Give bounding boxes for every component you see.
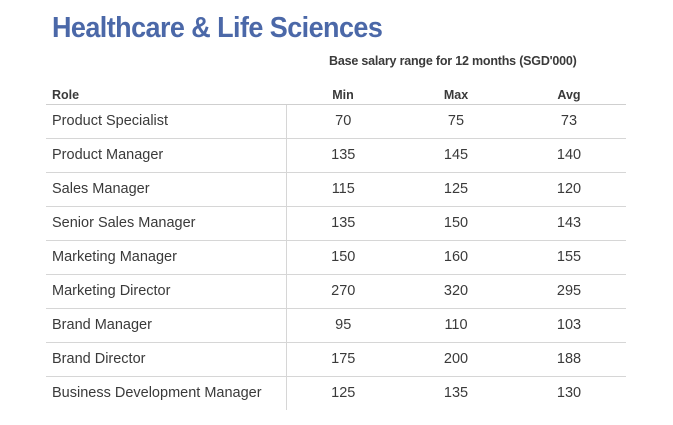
table-row: Brand Director 175 200 188 (46, 342, 626, 377)
max-cell: 135 (443, 385, 469, 402)
column-header-min: Min (286, 78, 400, 105)
avg-cell: 73 (512, 104, 626, 139)
max-cell: 125 (400, 172, 512, 207)
avg-cell: 143 (512, 206, 626, 241)
table-row: Marketing Manager 150 160 155 (46, 240, 626, 275)
min-cell: 150 (285, 240, 400, 275)
role-cell: Business Development Manager (52, 385, 262, 402)
role-cell: Brand Manager (46, 308, 286, 343)
role-cell: Marketing Director (46, 274, 286, 309)
min-cell: 270 (285, 274, 400, 309)
min-cell: 95 (285, 308, 400, 343)
table-header: Role Min Max Avg (46, 78, 626, 105)
max-cell: 145 (400, 138, 512, 173)
min-cell: 135 (285, 138, 400, 173)
role-cell: Senior Sales Manager (46, 206, 286, 241)
max-cell: 110 (400, 308, 512, 343)
max-cell: 200 (400, 342, 512, 377)
avg-cell: 140 (512, 138, 626, 173)
page-title: Healthcare & Life Sciences (52, 12, 383, 44)
max-cell: 75 (400, 104, 512, 139)
avg-cell: 295 (512, 274, 626, 309)
max-cell: 150 (400, 206, 512, 241)
table-row: Business Development Manager 125 135 130 (46, 376, 626, 410)
avg-cell: 120 (512, 172, 626, 207)
role-cell: Marketing Manager (46, 240, 286, 275)
table-row: Brand Manager 95 110 103 (46, 308, 626, 343)
min-cell: 70 (285, 104, 400, 139)
avg-cell: 188 (512, 342, 626, 377)
column-header-avg: Avg (512, 78, 626, 105)
column-header-role: Role (46, 78, 286, 105)
table-row: Product Manager 135 145 140 (46, 138, 626, 173)
table-row: Sales Manager 115 125 120 (46, 172, 626, 207)
salary-table: Role Min Max Avg Product Specialist 70 7… (46, 78, 626, 410)
min-cell: 175 (285, 342, 400, 377)
table-row: Marketing Director 270 320 295 (46, 274, 626, 309)
column-header-max: Max (400, 78, 512, 105)
table-body: Product Specialist 70 75 73 Product Mana… (46, 104, 626, 410)
role-cell: Product Specialist (46, 104, 286, 139)
table-row: Senior Sales Manager 135 150 143 (46, 206, 626, 241)
max-cell: 320 (400, 274, 512, 309)
role-cell: Brand Director (46, 342, 286, 377)
min-cell: 135 (285, 206, 400, 241)
role-cell: Product Manager (46, 138, 286, 173)
min-cell: 125 (285, 376, 400, 410)
avg-cell: 103 (512, 308, 626, 343)
salary-range-caption: Base salary range for 12 months (SGD'000… (329, 54, 577, 68)
avg-cell: 155 (512, 240, 626, 275)
min-cell: 115 (285, 172, 400, 207)
avg-cell: 130 (556, 385, 582, 402)
role-cell: Sales Manager (46, 172, 286, 207)
table-row: Product Specialist 70 75 73 (46, 104, 626, 139)
max-cell: 160 (400, 240, 512, 275)
header-row: Role Min Max Avg (46, 78, 626, 105)
